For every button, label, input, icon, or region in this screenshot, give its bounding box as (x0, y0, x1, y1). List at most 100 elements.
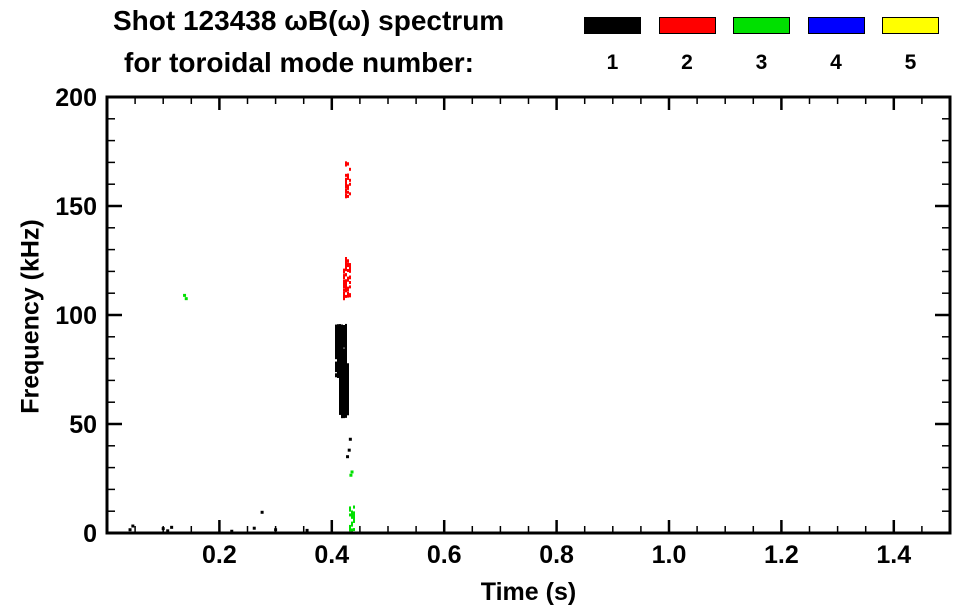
data-point (349, 526, 351, 530)
data-point (345, 374, 347, 381)
legend-label-mode-5: 5 (904, 51, 917, 74)
data-point (343, 335, 345, 340)
data-point (339, 329, 341, 334)
data-point (335, 349, 337, 354)
axis-frame (105, 95, 952, 535)
data-point (343, 338, 345, 343)
data-point (335, 335, 337, 340)
data-point (345, 195, 347, 199)
data-point (345, 389, 347, 396)
data-point (347, 400, 349, 407)
y-tick-label: 0 (83, 520, 97, 548)
data-point (341, 404, 343, 411)
data-point (353, 516, 355, 520)
x-tick-label: 1.0 (652, 541, 687, 569)
data-point (131, 524, 135, 528)
data-point (345, 161, 347, 165)
data-point (345, 185, 347, 189)
data-point (166, 529, 170, 533)
data-point (341, 325, 343, 330)
data-point (345, 370, 347, 377)
data-point (341, 357, 343, 362)
data-point (347, 448, 351, 452)
data-point (353, 528, 355, 532)
data-point (343, 332, 345, 337)
data-point (345, 338, 347, 343)
x-tick-label: 0.4 (314, 541, 349, 569)
data-point (341, 338, 343, 343)
data-point (341, 332, 343, 337)
data-point (345, 259, 347, 263)
data-point (339, 327, 341, 332)
data-point (347, 190, 349, 194)
data-point (345, 350, 347, 355)
data-point (339, 395, 341, 402)
data-point (335, 354, 337, 359)
data-point (345, 348, 347, 353)
data-point (345, 402, 347, 409)
data-point (339, 334, 341, 339)
data-point (170, 525, 174, 529)
data-point (349, 285, 351, 289)
data-point (347, 264, 349, 268)
data-point (183, 293, 187, 297)
data-point (341, 384, 343, 391)
data-point (337, 324, 339, 329)
data-point (337, 372, 339, 377)
data-point (339, 324, 341, 329)
data-point (337, 336, 339, 341)
data-point (353, 505, 355, 509)
chart-title: Shot 123438 ωB(ω) spectrum (113, 5, 505, 36)
data-point (335, 351, 337, 356)
data-point (349, 182, 351, 186)
data-point (349, 280, 351, 284)
data-point (343, 282, 345, 286)
data-point (347, 384, 349, 391)
legend-swatch-mode-2 (658, 17, 716, 34)
data-point (349, 528, 351, 532)
data-point (339, 331, 341, 336)
data-point (337, 370, 339, 375)
data-point (345, 294, 347, 298)
legend-swatch-mode-5 (882, 17, 939, 34)
data-point (349, 473, 353, 477)
data-point (337, 342, 339, 347)
data-point (345, 268, 347, 272)
data-point (347, 262, 349, 266)
data-point (347, 162, 349, 166)
data-point (345, 353, 347, 358)
data-point (343, 400, 345, 407)
data-point (339, 349, 341, 354)
data-point (353, 519, 355, 523)
data-point (335, 339, 337, 344)
data-point (353, 513, 355, 517)
data-point (335, 373, 337, 378)
data-point (341, 368, 343, 375)
data-point (343, 374, 345, 381)
x-tick-label: 0.8 (539, 541, 574, 569)
data-point (339, 388, 341, 395)
data-point (345, 395, 347, 402)
data-point (349, 524, 351, 528)
data-point (335, 333, 337, 338)
data-point (305, 528, 309, 532)
data-point (184, 297, 188, 301)
data-point (343, 291, 345, 295)
data-point (337, 327, 339, 332)
data-point (339, 362, 341, 369)
data-point (337, 352, 339, 357)
data-point (345, 327, 347, 332)
data-point (252, 526, 256, 530)
data-point (335, 344, 337, 349)
data-point (349, 293, 351, 297)
data-point (351, 514, 353, 518)
x-axis-label: Time (s) (480, 578, 577, 606)
data-point (349, 267, 351, 271)
data-point (339, 369, 341, 376)
legend-swatch-mode-3 (733, 17, 790, 34)
legend-swatch-mode-1 (584, 17, 641, 34)
data-point (345, 182, 347, 186)
data-point (343, 275, 345, 279)
data-point (339, 345, 341, 350)
data-point (343, 371, 345, 378)
